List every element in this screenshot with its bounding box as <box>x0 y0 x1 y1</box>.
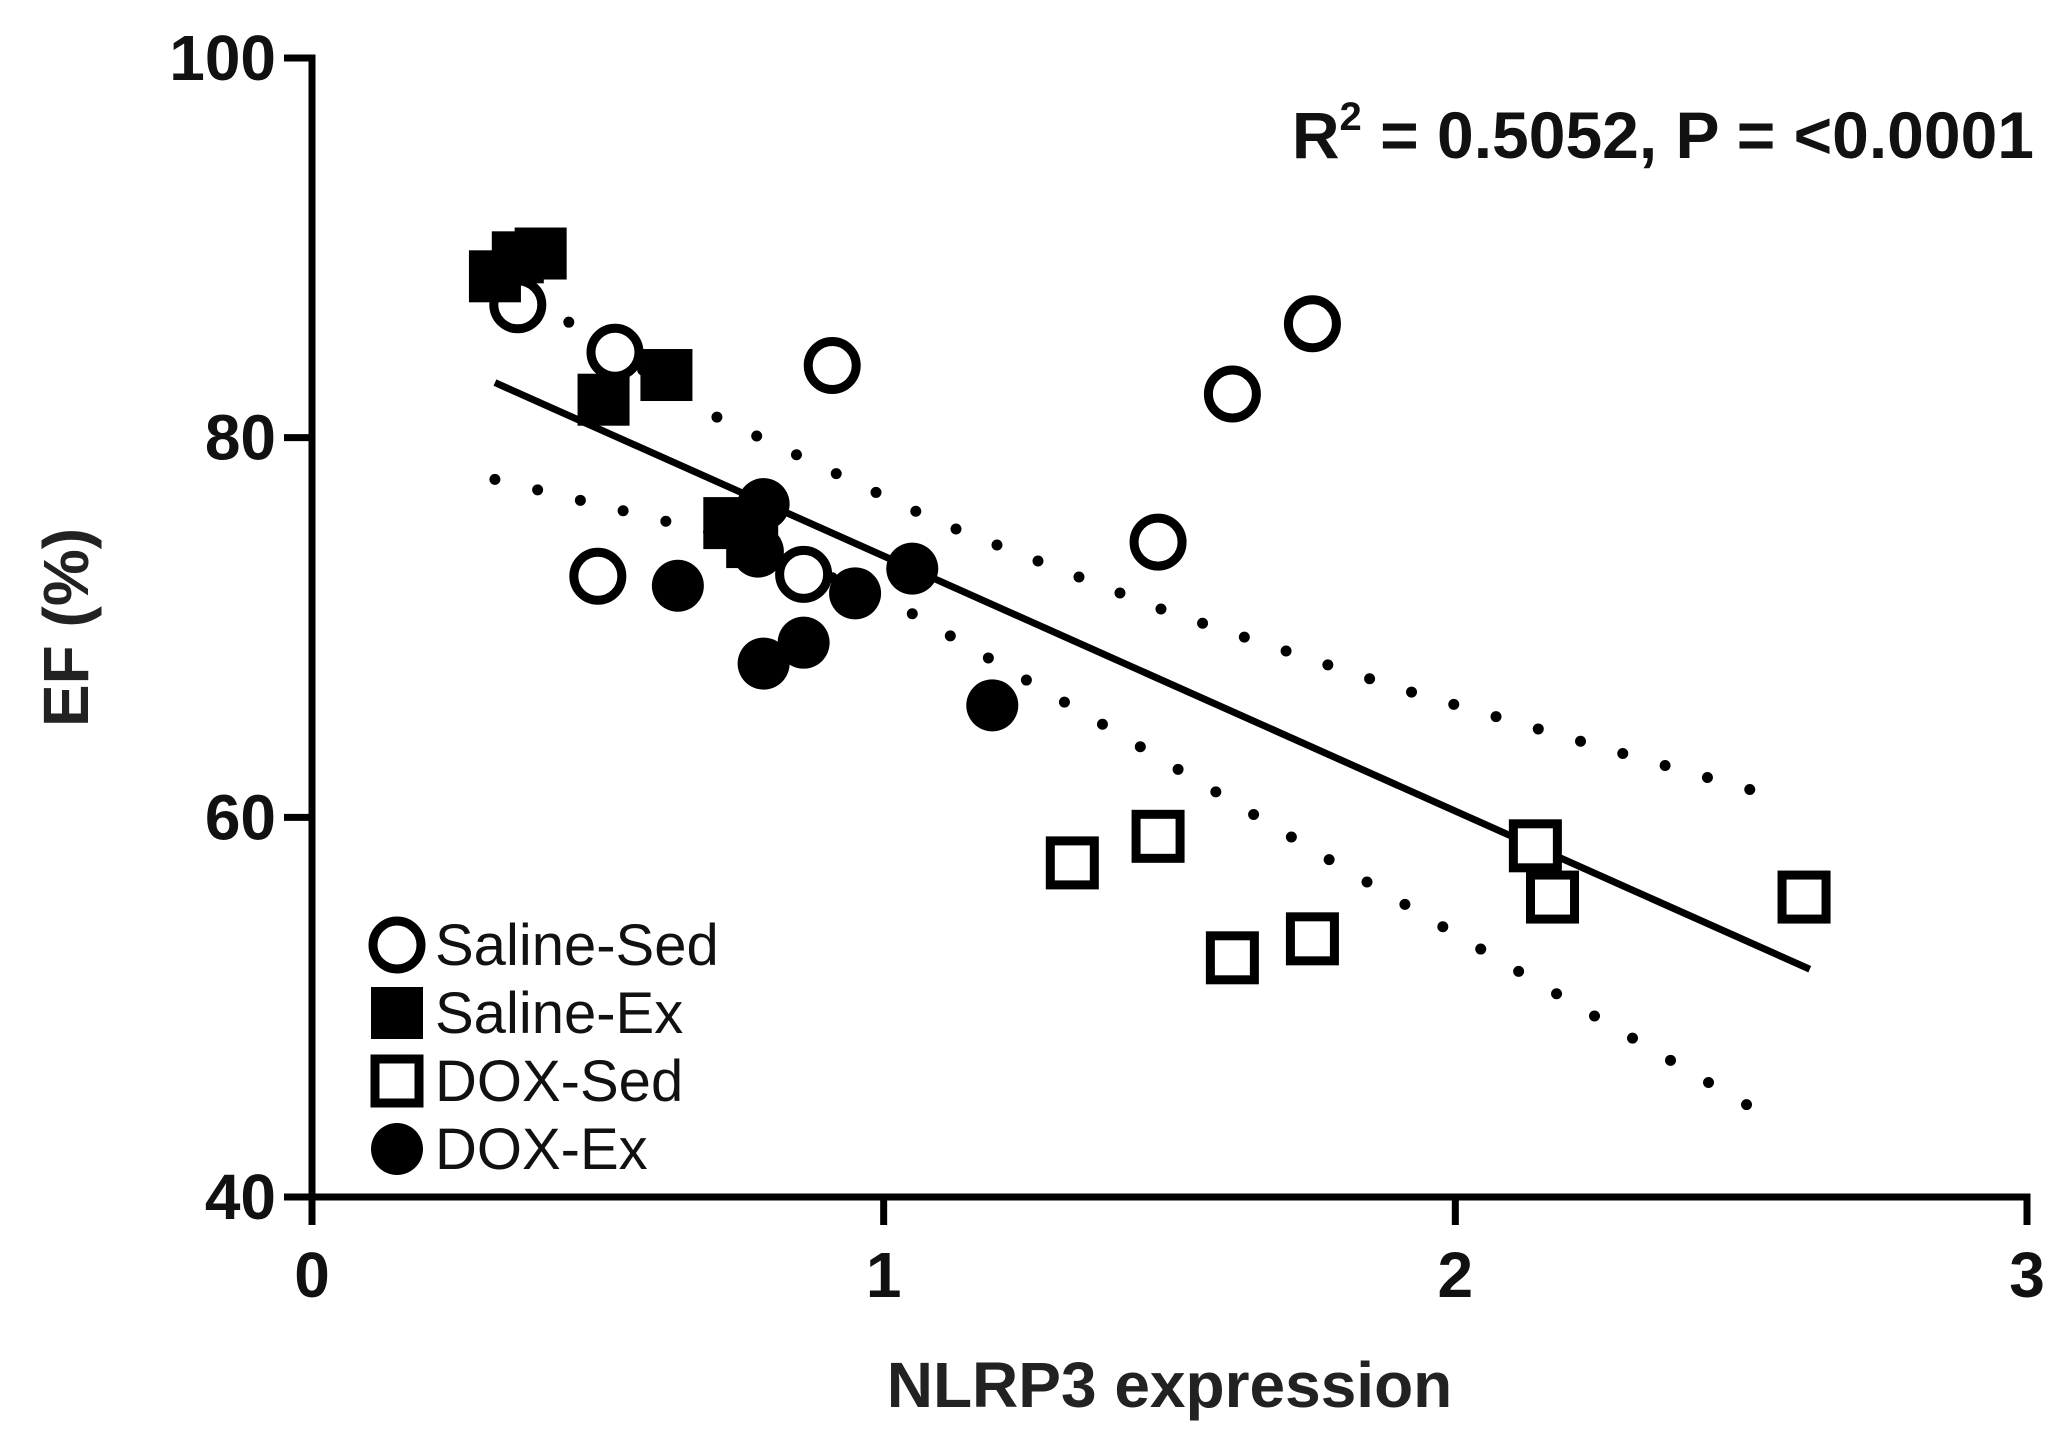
x-axis-title: NLRP3 expression <box>887 1349 1453 1421</box>
data-point <box>1283 295 1341 353</box>
legend-marker <box>371 1123 423 1175</box>
data-point <box>577 373 630 426</box>
data-point <box>1777 870 1831 924</box>
y-tick-label: 40 <box>205 1161 276 1233</box>
r-label: R <box>1292 98 1340 172</box>
data-point <box>803 337 861 395</box>
series-saline-ex <box>468 227 779 569</box>
data-point <box>966 679 1019 732</box>
legend-label: Saline-Sed <box>435 913 719 978</box>
regression-line <box>493 379 1812 973</box>
data-point <box>1285 912 1339 966</box>
legend-item: Saline-Sed <box>368 913 719 978</box>
legend-marker <box>368 916 426 974</box>
series-dox-ex <box>651 478 1019 732</box>
x-tick-label: 0 <box>294 1239 330 1311</box>
plot-area: 40 60 80 100 0 1 2 3 <box>169 22 2045 1311</box>
data-point <box>731 525 784 578</box>
data-point <box>737 637 790 690</box>
data-point <box>569 547 627 605</box>
data-point <box>829 567 882 620</box>
data-point <box>514 227 567 280</box>
data-point <box>1131 809 1185 863</box>
y-tick-label: 80 <box>205 402 276 474</box>
data-point <box>886 542 939 595</box>
legend-label: DOX-Ex <box>435 1117 648 1182</box>
data-point <box>775 545 833 603</box>
data-point <box>651 559 704 612</box>
x-tick-label: 3 <box>2009 1239 2045 1311</box>
stat-value: = 0.5052, P = <0.0001 <box>1362 98 2034 172</box>
y-tick-label: 100 <box>169 22 276 94</box>
data-point <box>1045 836 1099 890</box>
series-dox-sed <box>1045 809 1831 985</box>
data-point <box>1129 513 1187 571</box>
data-point <box>1526 870 1580 924</box>
data-point <box>1205 931 1259 985</box>
legend-marker <box>370 1054 424 1108</box>
y-axis-title: EF (%) <box>30 528 102 727</box>
legend-label: Saline-Ex <box>435 981 683 1046</box>
data-point <box>1508 819 1562 873</box>
legend-item: DOX-Ex <box>371 1117 648 1182</box>
data-point <box>777 616 830 669</box>
legend-marker <box>371 987 423 1039</box>
legend-item: Saline-Ex <box>371 981 683 1046</box>
y-tick-label: 60 <box>205 781 276 853</box>
data-point <box>737 478 790 531</box>
legend-item: DOX-Sed <box>370 1049 683 1114</box>
ci-upper-band <box>489 268 1787 804</box>
data-point <box>640 349 693 402</box>
data-point <box>586 323 644 381</box>
data-point <box>1203 365 1261 423</box>
legend-label: DOX-Sed <box>435 1049 683 1114</box>
r-squared-annotation: R2 = 0.5052, P = <0.0001 <box>1292 95 2034 172</box>
series-saline-sed <box>489 276 1341 605</box>
x-tick-label: 2 <box>1438 1239 1474 1311</box>
r-superscript: 2 <box>1340 95 1362 139</box>
x-tick-label: 1 <box>866 1239 902 1311</box>
